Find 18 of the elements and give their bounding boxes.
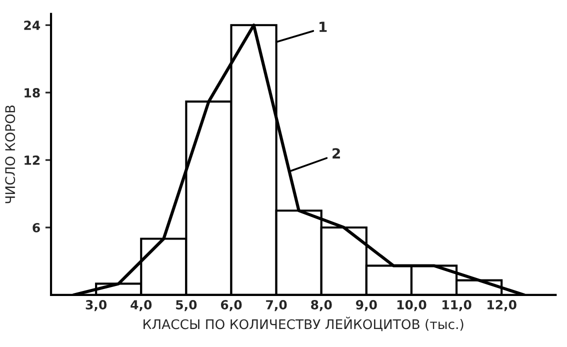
annotation: 1: [320, 22, 327, 32]
y-tick-label: 18: [24, 88, 40, 98]
x-tick-label: 4,0: [130, 300, 152, 312]
x-tick-label: 10,0: [397, 300, 426, 312]
x-tick-label: 6,0: [220, 300, 242, 312]
x-tick-label: 12,0: [488, 300, 516, 312]
y-tick-label: 12: [24, 156, 40, 165]
x-axis-title: КЛАССЫ ПО КОЛИЧЕСТВУ ЛЕЙКОЦИТОВ (тыс.): [144, 316, 464, 332]
x-tick-label: 7,0: [266, 300, 287, 312]
y-tick-label: 24: [24, 20, 40, 30]
y-tick-label: 6: [32, 222, 40, 232]
x-tick-label: 3,0: [86, 300, 107, 312]
x-tick-label: 5,0: [176, 300, 197, 312]
x-tick-label: 8,0: [311, 300, 332, 312]
x-tick-label: 9,0: [356, 300, 377, 312]
y-axis-title: ЧИСЛО КОРОВ: [5, 105, 16, 204]
x-tick-label: 11,0: [442, 300, 472, 312]
annotation: 2: [332, 148, 340, 158]
